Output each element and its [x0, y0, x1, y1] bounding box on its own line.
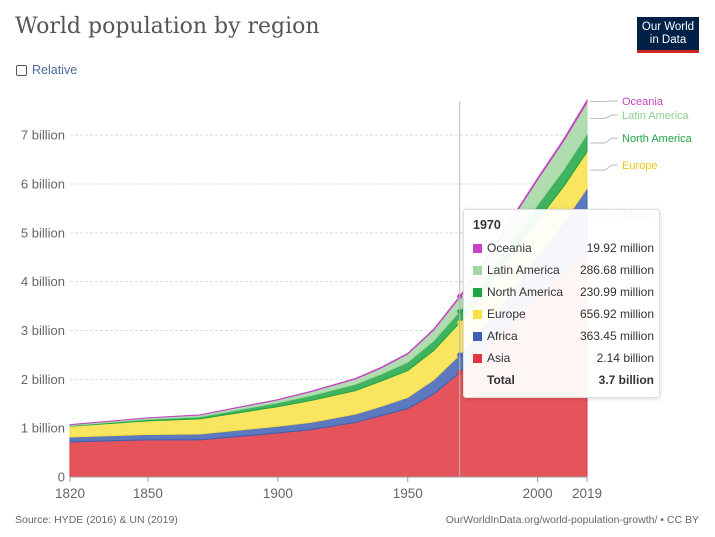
x-tick-label: 2000 [523, 486, 553, 501]
series-label-europe[interactable]: Europe [622, 160, 657, 172]
swatch-icon [473, 287, 482, 297]
tooltip-series-name: Africa [487, 329, 518, 343]
tooltip-year: 1970 [473, 218, 501, 232]
tooltip-series-value: 363.45 million [579, 329, 654, 343]
area-oceania[interactable] [69, 98, 588, 426]
y-tick-label: 6 billion [21, 177, 65, 192]
swatch-icon [473, 331, 482, 341]
swatch-icon [473, 243, 482, 253]
label-connector [590, 137, 618, 144]
relative-checkbox[interactable] [16, 64, 27, 76]
label-connector [590, 114, 618, 119]
x-tick-label: 1900 [263, 486, 293, 501]
tooltip-series-name: Oceania [487, 241, 532, 255]
chart-title: World population by region [15, 14, 320, 39]
swatch-icon [473, 353, 482, 363]
tooltip-series-value: 2.14 billion [596, 351, 654, 365]
tooltip-series-name: Latin America [487, 263, 560, 277]
x-tick-label: 1950 [393, 486, 423, 501]
relative-toggle[interactable]: Relative [16, 63, 77, 77]
source-note[interactable]: Source: HYDE (2016) & UN (2019) [15, 514, 178, 526]
x-tick-label: 1850 [133, 486, 163, 501]
series-label-latin-america[interactable]: Latin America [622, 110, 690, 122]
tooltip-row-latin-america: Latin America 286.68 million [473, 259, 654, 281]
owid-logo[interactable]: Our World in Data [637, 17, 699, 53]
y-tick-label: 3 billion [21, 323, 65, 338]
y-tick-label: 1 billion [21, 421, 65, 436]
tooltip-row-north-america: North America 230.99 million [473, 281, 654, 303]
y-tick-label: 2 billion [21, 372, 65, 387]
tooltip-row-asia: Asia 2.14 billion [473, 347, 654, 369]
tooltip-total-label: Total [487, 373, 515, 387]
series-label-north-america[interactable]: North America [622, 133, 693, 145]
tooltip-series-value: 230.99 million [579, 285, 654, 299]
tooltip-series-name: Europe [487, 307, 526, 321]
tooltip-row-europe: Europe 656.92 million [473, 303, 654, 325]
logo-line-1: Our World [641, 21, 695, 33]
x-tick-label: 1820 [55, 486, 85, 501]
tooltip-row-oceania: Oceania 19.92 million [473, 237, 654, 259]
x-tick-label: 2019 [572, 486, 602, 501]
tooltip-series-name: Asia [487, 351, 511, 365]
swatch-icon [473, 265, 482, 275]
y-tick-label: 0 [58, 470, 65, 485]
footer-link[interactable]: OurWorldInData.org/world-population-grow… [445, 514, 699, 526]
series-label-oceania[interactable]: Oceania [622, 96, 664, 108]
y-tick-label: 7 billion [21, 128, 65, 143]
tooltip-series-name: North America [487, 285, 564, 299]
tooltip-total-value: 3.7 billion [598, 373, 654, 387]
y-tick-label: 5 billion [21, 225, 65, 240]
tooltip-total-row: Total 3.7 billion [473, 369, 654, 391]
label-connector [590, 164, 618, 171]
tooltip-series-value: 19.92 million [586, 241, 654, 255]
swatch-icon [473, 309, 482, 319]
relative-label: Relative [32, 63, 78, 77]
tooltip-row-africa: Africa 363.45 million [473, 325, 654, 347]
tooltip-series-value: 286.68 million [579, 263, 654, 277]
tooltip-series-value: 656.92 million [579, 307, 654, 321]
logo-line-2: in Data [649, 34, 687, 46]
tooltip: 1970 Oceania 19.92 million Latin America 28… [463, 209, 660, 398]
y-tick-label: 4 billion [21, 274, 65, 289]
